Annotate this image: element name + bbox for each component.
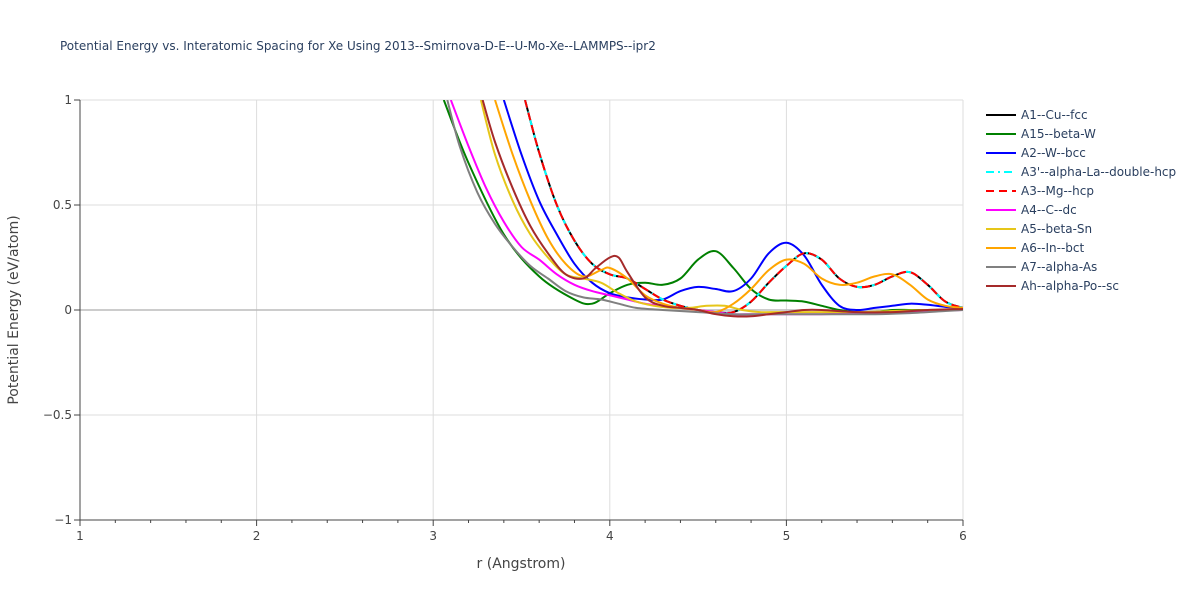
series-line-a7-alpha-as	[446, 100, 963, 316]
x-tick-label: 1	[76, 529, 84, 543]
legend-label-a5-beta-sn: A5--beta-Sn	[1021, 222, 1092, 236]
y-tick-label: −1	[54, 513, 72, 527]
legend-label-ah-alpha-po-sc: Ah--alpha-Po--sc	[1021, 279, 1119, 293]
series-line-a3-mg-hcp	[524, 100, 963, 314]
series-line-a4-c-dc	[449, 100, 963, 316]
series-line-a2-w-bcc	[502, 100, 963, 312]
plot-area	[442, 100, 963, 318]
legend-label-a1-cu-fcc: A1--Cu--fcc	[1021, 108, 1088, 122]
y-tick-label: −0.5	[43, 408, 72, 422]
y-tick-label: 0.5	[53, 198, 72, 212]
series-line-a5-beta-sn	[479, 100, 963, 314]
y-axis-title: Potential Energy (eV/atom)	[6, 215, 22, 404]
x-tick-label: 6	[959, 529, 967, 543]
chart-title: Potential Energy vs. Interatomic Spacing…	[60, 39, 656, 53]
legend-label-a3-alpha-la-double-hcp: A3'--alpha-La--double-hcp	[1021, 165, 1176, 179]
x-tick-label: 5	[783, 529, 791, 543]
y-tick-label: 0	[64, 303, 72, 317]
series-line-a6-in-bct	[494, 100, 963, 314]
x-tick-label: 3	[429, 529, 437, 543]
legend-label-a4-c-dc: A4--C--dc	[1021, 203, 1077, 217]
x-axis-title: r (Angstrom)	[477, 556, 566, 572]
series-line-ah-alpha-po-sc	[481, 100, 963, 318]
legend-label-a6-in-bct: A6--In--bct	[1021, 241, 1085, 255]
legend-label-a2-w-bcc: A2--W--bcc	[1021, 146, 1086, 160]
y-tick-label: 1	[64, 93, 72, 107]
axes: 1 2 3 4 5 6 −1 −0.5 0 0.5 1	[43, 93, 967, 543]
x-tick-label: 4	[606, 529, 614, 543]
legend-label-a15-beta-w: A15--beta-W	[1021, 127, 1096, 141]
legend-label-a7-alpha-as: A7--alpha-As	[1021, 260, 1097, 274]
x-tick-label: 2	[253, 529, 261, 543]
legend-label-a3-mg-hcp: A3--Mg--hcp	[1021, 184, 1094, 198]
legend: A1--Cu--fcc A15--beta-W A2--W--bcc A3'--alp…	[986, 108, 1176, 293]
